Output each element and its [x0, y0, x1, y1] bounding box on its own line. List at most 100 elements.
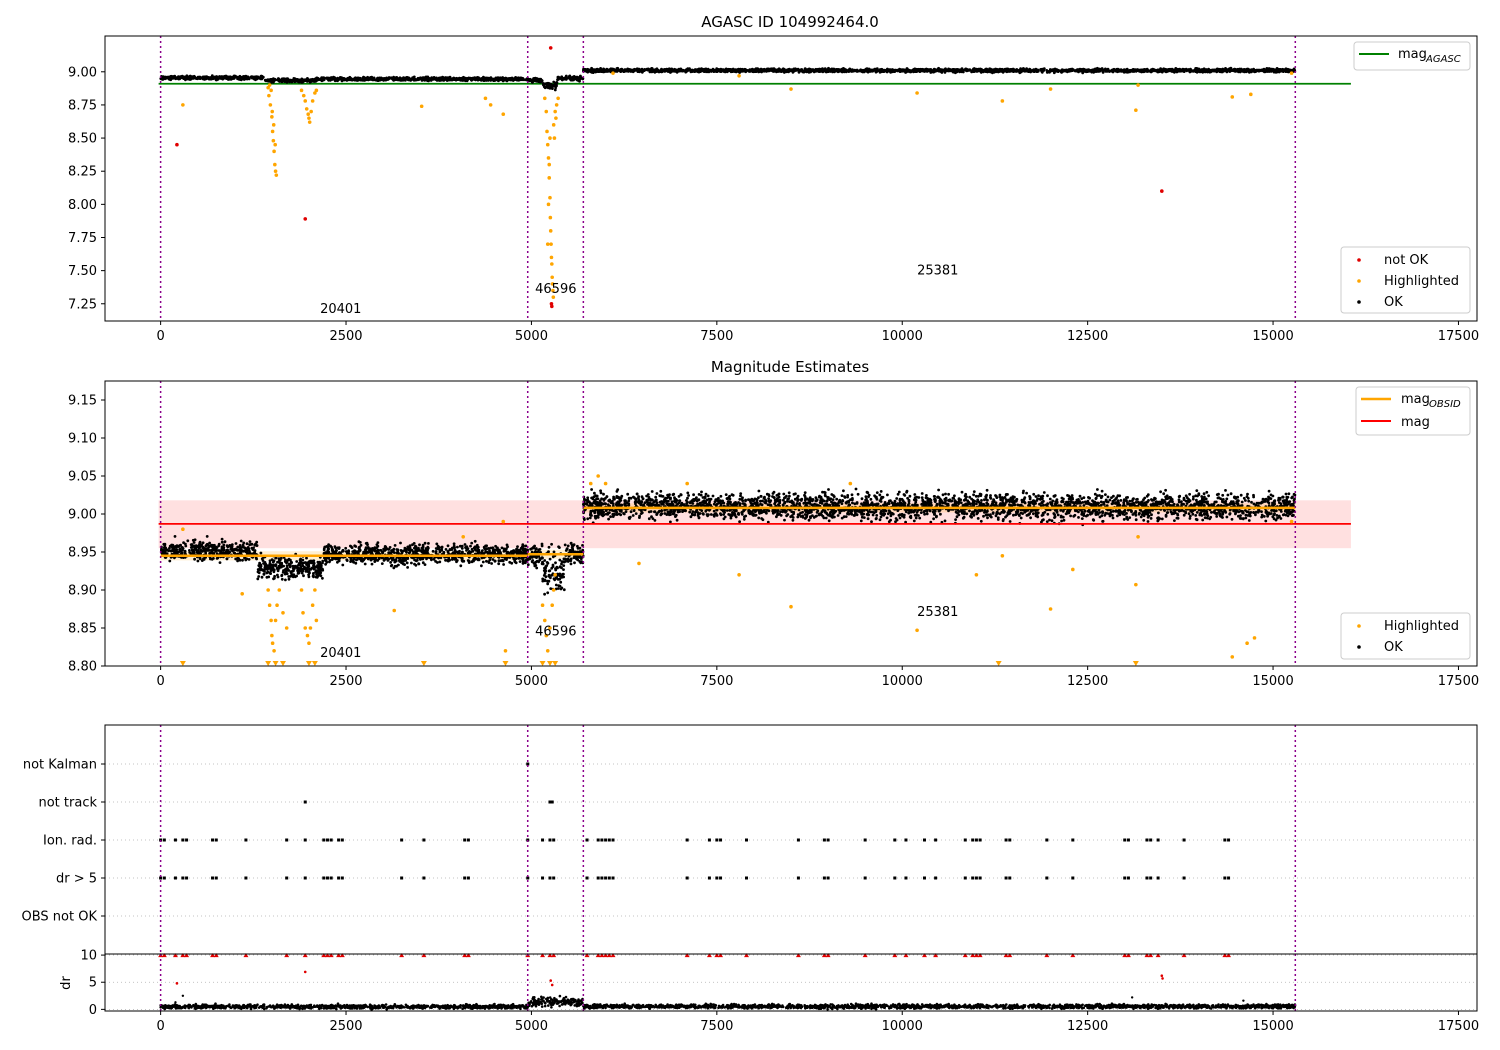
ok-point: [734, 68, 737, 71]
ok-point: [1220, 70, 1224, 74]
ok-point: [394, 76, 398, 80]
ok-point: [1223, 68, 1227, 72]
ok-point: [1068, 68, 1072, 72]
ok-point: [586, 69, 590, 73]
highlighted-point: [269, 88, 273, 93]
ok-point: [517, 557, 521, 560]
legend-label-ok: OK: [1384, 295, 1403, 310]
ok-point: [198, 544, 202, 548]
highlighted-point: [1000, 99, 1005, 103]
ok-point: [1280, 69, 1283, 72]
ok-point: [1117, 68, 1121, 71]
highlighted-point: [548, 195, 552, 200]
ok-point: [527, 78, 531, 81]
ok-point: [305, 78, 309, 82]
ok-point: [290, 570, 294, 573]
ok-point: [301, 564, 305, 567]
ok-point: [690, 68, 694, 72]
ok-point: [198, 540, 202, 544]
ok-point: [543, 85, 546, 89]
ok-point: [997, 70, 1001, 73]
ok-point: [376, 78, 380, 81]
ok-point: [410, 561, 413, 565]
ok-point: [290, 572, 294, 576]
ok-point: [273, 574, 276, 578]
ok-point: [775, 68, 778, 72]
ok-point: [193, 75, 197, 79]
ok-point: [960, 69, 964, 72]
ok-point: [473, 539, 477, 543]
ok-point: [1158, 70, 1162, 73]
ok-point: [401, 77, 405, 81]
ok-point: [500, 546, 504, 550]
ok-point: [190, 77, 193, 81]
ok-point: [363, 562, 367, 566]
ok-point: [267, 567, 271, 570]
ok-point: [238, 558, 242, 562]
ok-point: [434, 550, 438, 553]
ok-point: [1192, 69, 1195, 73]
ok-point: [174, 551, 178, 555]
ok-point: [214, 550, 218, 553]
ok-point: [554, 81, 558, 85]
ok-point: [295, 574, 298, 578]
ok-point: [285, 564, 289, 568]
obsid-annotation: 20401: [320, 302, 361, 317]
ok-point: [197, 550, 201, 554]
ok-point: [1056, 69, 1060, 72]
ok-point: [674, 68, 678, 72]
ok-point: [1071, 69, 1074, 72]
ok-point: [657, 69, 661, 73]
obsid-annotation: 46596: [535, 282, 576, 297]
highlighted-point: [271, 123, 276, 127]
ok-point: [256, 577, 260, 581]
ok-point: [234, 542, 238, 545]
ok-point: [211, 544, 215, 547]
ok-point: [948, 68, 952, 71]
ok-point: [865, 68, 868, 72]
ok-point: [469, 544, 472, 548]
ok-point: [1264, 70, 1267, 74]
ok-point: [201, 541, 205, 545]
ok-point: [259, 74, 263, 78]
ok-point: [484, 76, 488, 80]
ok-point: [767, 67, 771, 71]
ok-point: [262, 573, 266, 576]
x-tick-label: 0: [156, 329, 164, 344]
ok-point: [983, 69, 987, 73]
ok-point: [218, 561, 222, 564]
ok-point: [623, 70, 626, 73]
ok-point: [184, 75, 188, 79]
ok-point: [1146, 69, 1150, 73]
ok-point: [333, 77, 337, 81]
ok-point: [255, 557, 258, 561]
ok-point: [493, 559, 497, 563]
ok-point: [451, 77, 454, 81]
x-tick-label: 5000: [515, 329, 548, 344]
ok-point: [1001, 69, 1005, 73]
ok-point: [205, 535, 209, 538]
ok-point: [1275, 68, 1279, 72]
ok-point: [478, 77, 481, 80]
ok-point: [501, 79, 505, 83]
ok-point: [399, 77, 402, 80]
ok-point: [607, 69, 610, 72]
highlighted-point: [550, 262, 554, 266]
highlighted-point: [268, 103, 273, 107]
ok-point: [530, 78, 534, 82]
ok-point: [845, 69, 848, 73]
ok-point: [470, 541, 474, 545]
highlighted-point: [488, 103, 493, 107]
ok-point: [1197, 69, 1200, 72]
ok-point: [1228, 67, 1231, 70]
ok-point: [237, 77, 241, 81]
ok-point: [1283, 68, 1287, 72]
ok-point: [521, 559, 525, 563]
ok-point: [442, 76, 445, 79]
legend-marker-not-ok: [1357, 258, 1361, 262]
highlighted-point: [547, 162, 552, 167]
ok-point: [1142, 70, 1146, 73]
ok-point: [315, 76, 318, 80]
ok-point: [171, 76, 175, 80]
